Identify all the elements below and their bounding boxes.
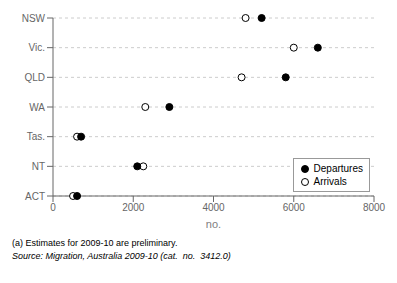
html-text:Arrivals: Arrivals — [313, 176, 347, 187]
svg-text:ACT: ACT — [25, 191, 45, 202]
svg-text:2000: 2000 — [122, 202, 145, 213]
svg-text:0: 0 — [50, 202, 56, 213]
html-text:Source: Migration, Australia 2: Source: Migration, Australia 2009-10 (ca… — [12, 251, 231, 261]
svg-text:6000: 6000 — [283, 202, 306, 213]
svg-text:WA: WA — [29, 102, 45, 113]
svg-text:Vic.: Vic. — [29, 42, 46, 53]
svg-text:NT: NT — [32, 161, 45, 172]
svg-text:Tas.: Tas. — [27, 131, 45, 142]
svg-text:no.: no. — [206, 218, 221, 230]
svg-text:QLD: QLD — [24, 72, 45, 83]
svg-text:8000: 8000 — [363, 202, 386, 213]
html-text:(a) Estimates for 2009-10 are: (a) Estimates for 2009-10 are preliminar… — [12, 238, 178, 248]
svg-text:4000: 4000 — [202, 202, 225, 213]
html-text:Departures: Departures — [313, 163, 363, 174]
svg-text:NSW: NSW — [22, 13, 46, 24]
